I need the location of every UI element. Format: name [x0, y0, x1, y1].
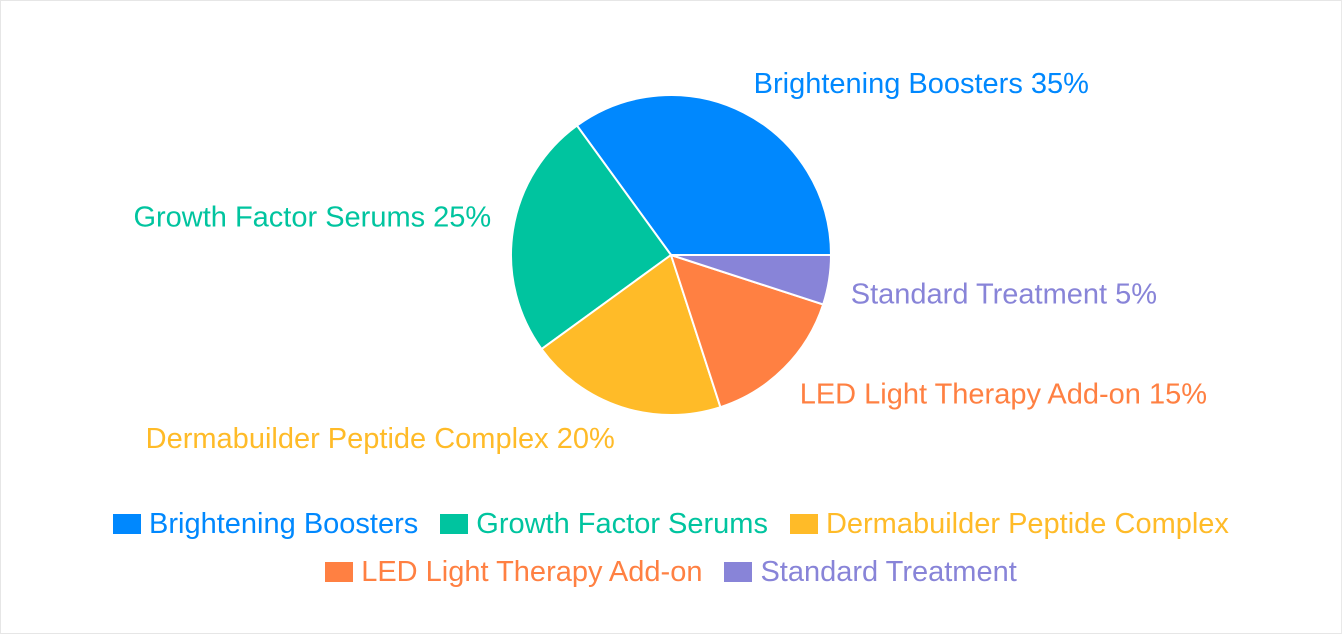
slice-label-brightening-boosters: Brightening Boosters 35% — [754, 68, 1089, 100]
pie-chart: Brightening Boosters 35% Growth Factor Se… — [133, 68, 1207, 455]
legend-row: LED Light Therapy Add-on Standard Treatm… — [0, 548, 1342, 596]
legend-item-dermabuilder-peptide-complex[interactable]: Dermabuilder Peptide Complex — [789, 500, 1229, 548]
legend-swatch — [724, 562, 753, 582]
slice-label-led-light-therapy-add-on: LED Light Therapy Add-on 15% — [800, 379, 1207, 411]
legend-swatch — [789, 514, 818, 534]
pie-slice-dermabuilder-peptide-complex[interactable] — [540, 253, 722, 416]
legend-label: LED Light Therapy Add-on — [361, 556, 703, 588]
legend-swatch — [325, 562, 354, 582]
pie-slice-growth-factor-serums[interactable] — [510, 124, 673, 351]
legend-row: Brightening Boosters Growth Factor Serum… — [0, 500, 1342, 548]
legend-swatch — [113, 514, 142, 534]
slice-label-dermabuilder-peptide-complex: Dermabuilder Peptide Complex 20% — [146, 423, 615, 455]
pie-slice-standard-treatment[interactable] — [670, 254, 833, 306]
pie-slice-brightening-boosters[interactable] — [575, 94, 833, 256]
legend-label: Dermabuilder Peptide Complex — [825, 508, 1229, 540]
legend-label: Brightening Boosters — [149, 508, 419, 540]
legend-swatch — [440, 514, 469, 534]
legend-item-standard-treatment[interactable]: Standard Treatment — [724, 548, 1017, 596]
legend-label: Growth Factor Serums — [476, 508, 768, 540]
chart-legend: Brightening Boosters Growth Factor Serum… — [0, 500, 1342, 596]
slice-label-standard-treatment: Standard Treatment 5% — [851, 278, 1157, 310]
legend-label: Standard Treatment — [760, 556, 1017, 588]
legend-item-brightening-boosters[interactable]: Brightening Boosters — [113, 500, 418, 548]
legend-item-growth-factor-serums[interactable]: Growth Factor Serums — [440, 500, 768, 548]
slice-label-growth-factor-serums: Growth Factor Serums 25% — [133, 202, 491, 234]
legend-item-led-light-therapy-add-on[interactable]: LED Light Therapy Add-on — [325, 548, 702, 596]
